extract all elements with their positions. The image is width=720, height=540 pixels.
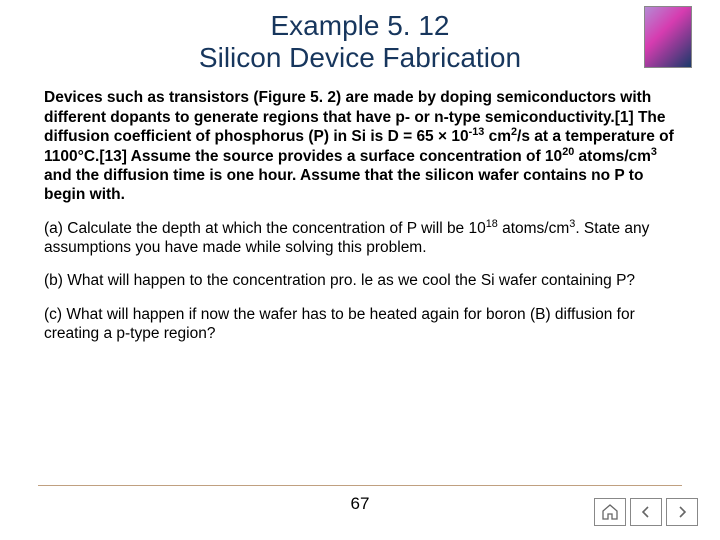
intro-exp4: 3 — [651, 145, 657, 157]
part-b: (b) What will happen to the concentratio… — [44, 271, 676, 290]
intro-exp3: 20 — [562, 145, 574, 157]
title-line-2: Silicon Device Fabrication — [0, 42, 720, 74]
book-thumbnail — [644, 6, 692, 68]
intro-exp1: -13 — [469, 126, 485, 138]
part-a-exp1: 18 — [486, 217, 498, 229]
title-line-1: Example 5. 12 — [0, 10, 720, 42]
intro-mid3: atoms/cm — [574, 148, 651, 165]
nav-next-button[interactable] — [666, 498, 698, 526]
nav-controls — [594, 498, 698, 526]
nav-prev-button[interactable] — [630, 498, 662, 526]
part-a-pre: (a) Calculate the depth at which the con… — [44, 220, 486, 237]
slide: Example 5. 12 Silicon Device Fabrication… — [0, 0, 720, 540]
nav-home-button[interactable] — [594, 498, 626, 526]
part-a: (a) Calculate the depth at which the con… — [44, 219, 676, 258]
body-text: Devices such as transistors (Figure 5. 2… — [0, 82, 720, 343]
part-a-mid: atoms/cm — [498, 220, 569, 237]
horizontal-rule — [38, 485, 682, 486]
intro-mid1: cm — [484, 128, 511, 145]
chevron-left-icon — [639, 505, 653, 519]
title-block: Example 5. 12 Silicon Device Fabrication — [0, 0, 720, 82]
home-icon — [601, 504, 619, 520]
intro-post: and the diffusion time is one hour. Assu… — [44, 167, 643, 203]
intro-paragraph: Devices such as transistors (Figure 5. 2… — [44, 88, 676, 204]
chevron-right-icon — [675, 505, 689, 519]
part-c: (c) What will happen if now the wafer ha… — [44, 305, 676, 344]
